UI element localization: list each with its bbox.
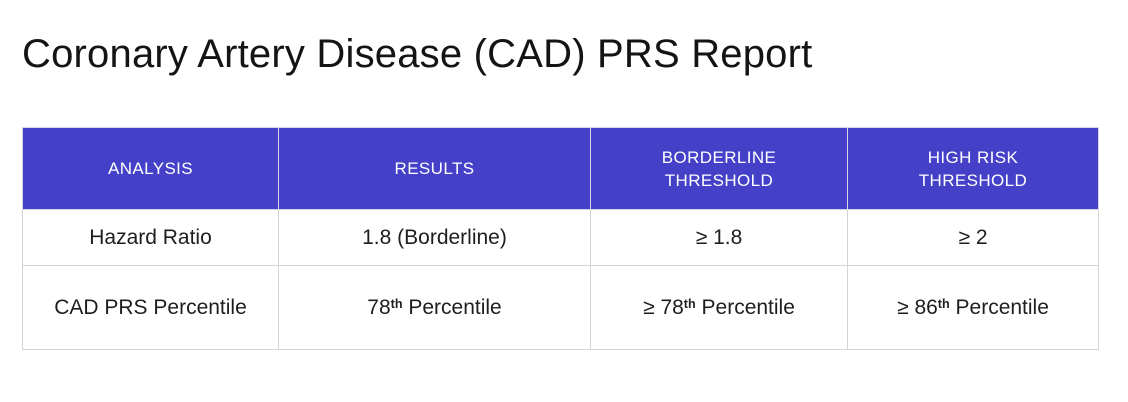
cell-result: 1.8 (Borderline) [278, 209, 591, 266]
ordinal-suffix: th [683, 296, 696, 311]
cell-analysis: CAD PRS Percentile [22, 265, 279, 350]
col-header-analysis: ANALYSIS [22, 127, 279, 210]
result-value: 78th Percentile [367, 295, 502, 319]
col-header-borderline-threshold: BORDERLINE THRESHOLD [590, 127, 848, 210]
header-label-line: ANALYSIS [107, 159, 194, 178]
header-label-line: THRESHOLD [664, 170, 774, 190]
cell-high-risk-threshold: ≥ 86th Percentile [847, 265, 1099, 350]
prs-report-table: ANALYSIS RESULTS BORDERLINE THRESHOLD HI… [22, 127, 1099, 350]
ordinal-suffix: th [937, 296, 950, 311]
cell-borderline-threshold: ≥ 1.8 [590, 209, 848, 266]
ordinal-suffix: th [390, 296, 403, 311]
header-label-line: RESULTS [394, 159, 475, 178]
high-risk-threshold-value: ≥ 2 [958, 225, 988, 249]
borderline-threshold-value: ≥ 78th Percentile [643, 295, 795, 319]
page-title: Coronary Artery Disease (CAD) PRS Report [22, 32, 813, 76]
header-label-line: THRESHOLD [918, 170, 1028, 190]
cell-borderline-threshold: ≥ 78th Percentile [590, 265, 848, 350]
col-header-results: RESULTS [278, 127, 591, 210]
row-cad-prs-percentile: CAD PRS Percentile 78th Percentile ≥ 78t… [22, 265, 1099, 350]
cell-analysis: Hazard Ratio [22, 209, 279, 266]
table-header-row: ANALYSIS RESULTS BORDERLINE THRESHOLD HI… [22, 127, 1099, 210]
row-hazard-ratio: Hazard Ratio 1.8 (Borderline) ≥ 1.8 ≥ 2 [22, 209, 1099, 266]
header-label-line: BORDERLINE [661, 147, 777, 167]
header-label-line: HIGH RISK [927, 147, 1019, 167]
result-value: 1.8 (Borderline) [362, 225, 507, 249]
borderline-threshold-value: ≥ 1.8 [695, 225, 743, 249]
analysis-label: Hazard Ratio [89, 225, 212, 249]
col-header-high-risk-threshold: HIGH RISK THRESHOLD [847, 127, 1099, 210]
cell-result: 78th Percentile [278, 265, 591, 350]
high-risk-threshold-value: ≥ 86th Percentile [897, 295, 1049, 319]
cell-high-risk-threshold: ≥ 2 [847, 209, 1099, 266]
analysis-label: CAD PRS Percentile [54, 295, 247, 319]
